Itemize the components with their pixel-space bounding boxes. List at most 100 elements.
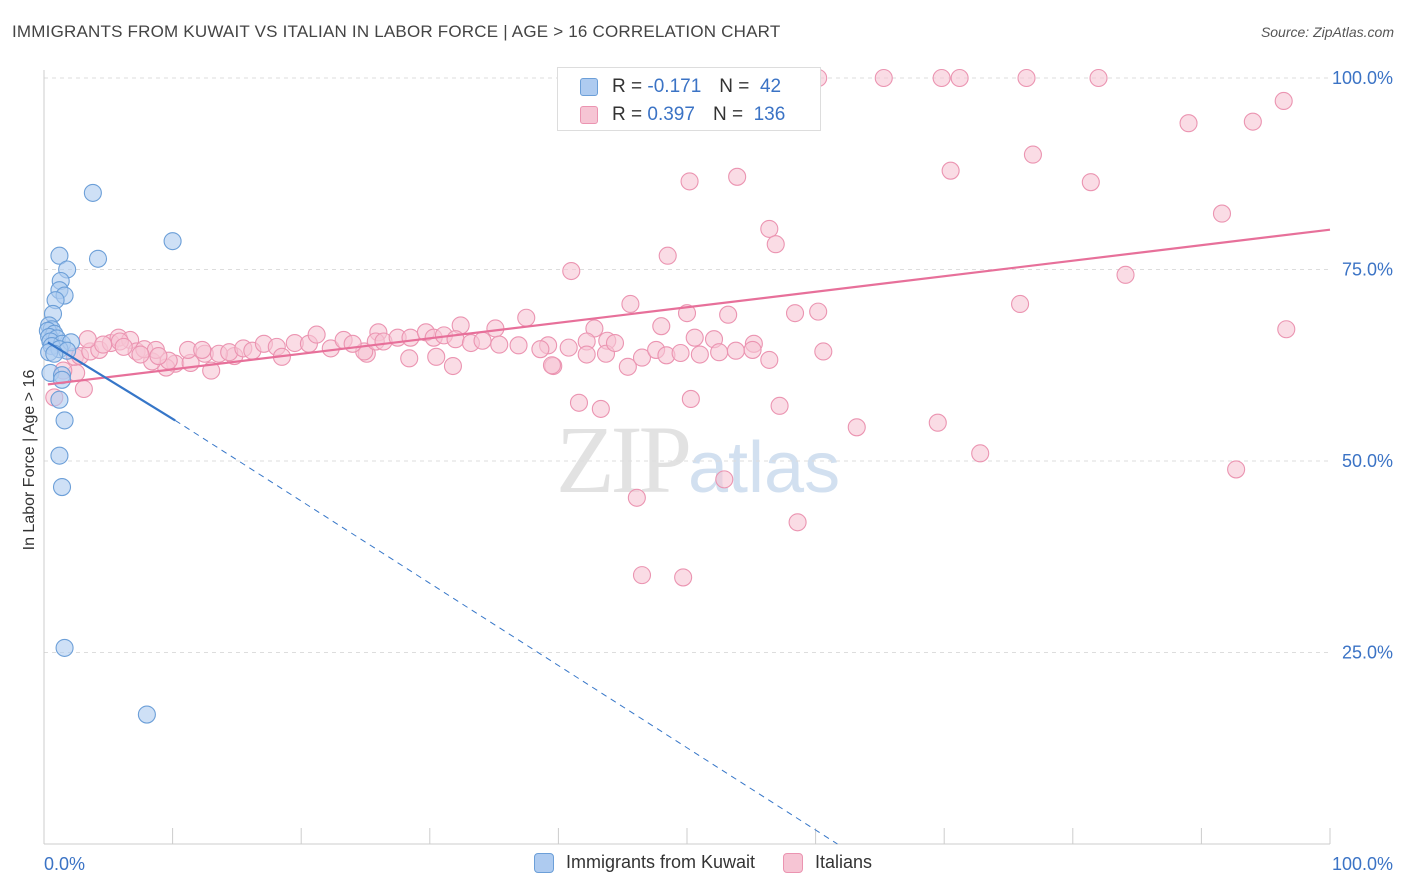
trend-line-kuwait	[47, 341, 176, 422]
watermark-atlas: atlas	[688, 428, 841, 508]
legend-row-kuwait: R = -0.171 N = 42	[580, 76, 781, 98]
point-italians	[490, 335, 509, 354]
point-kuwait	[55, 411, 74, 430]
point-italians	[788, 513, 807, 532]
y-axis-label: In Labor Force | Age > 16	[21, 369, 38, 551]
point-italians	[674, 568, 693, 587]
x-tick-label: 100.0%	[1332, 854, 1393, 874]
point-italians	[1212, 204, 1232, 223]
legend-n-label: N =	[712, 104, 744, 125]
point-italians	[94, 335, 113, 354]
point-kuwait	[163, 232, 182, 251]
point-italians	[677, 304, 697, 323]
y-tick-label: 25.0%	[1342, 643, 1393, 663]
point-kuwait	[50, 390, 69, 409]
source-label: Source: ZipAtlas.com	[1260, 24, 1394, 40]
point-italians	[652, 317, 671, 336]
point-italians	[728, 167, 747, 186]
point-italians	[591, 399, 610, 418]
point-kuwait	[50, 446, 69, 465]
point-italians	[658, 246, 677, 265]
point-italians	[814, 342, 833, 361]
point-italians	[719, 305, 738, 324]
point-italians	[671, 343, 690, 363]
watermark: ZIPatlas	[556, 404, 840, 515]
point-italians	[1243, 112, 1262, 131]
point-italians	[517, 308, 536, 327]
point-italians	[685, 328, 704, 347]
point-italians	[760, 350, 779, 369]
point-italians	[618, 357, 637, 376]
legend-n-label: N =	[719, 76, 750, 97]
point-italians	[1179, 114, 1198, 133]
point-italians	[710, 343, 729, 362]
legend-item-kuwait[interactable]: Immigrants from Kuwait	[533, 852, 755, 873]
point-italians	[1011, 294, 1030, 314]
point-italians	[1089, 68, 1108, 88]
point-kuwait	[88, 249, 108, 268]
point-italians	[531, 340, 550, 359]
chart-title: IMMIGRANTS FROM KUWAIT VS ITALIAN IN LAB…	[12, 22, 781, 41]
legend-label-italians: Italians	[815, 852, 873, 872]
point-italians	[509, 336, 528, 355]
legend-n-value: 42	[759, 76, 782, 97]
stats-legend: R = -0.171 N = 42 R = 0.397 N = 136	[557, 67, 821, 131]
point-kuwait	[52, 370, 72, 389]
point-italians	[632, 566, 652, 585]
point-italians	[715, 470, 734, 489]
series-legend: Immigrants from Kuwait Italians	[0, 852, 1406, 873]
trend-line-italians	[47, 228, 1331, 386]
point-italians	[847, 418, 866, 437]
point-italians	[680, 172, 699, 191]
legend-row-italians: R = 0.397 N = 136	[580, 104, 785, 126]
point-italians	[760, 219, 779, 238]
point-kuwait	[50, 246, 69, 265]
point-italians	[400, 349, 419, 368]
legend-r-value: -0.171	[647, 76, 702, 97]
watermark-zip: ZIP	[556, 406, 692, 513]
point-italians	[78, 330, 97, 349]
point-italians	[307, 325, 326, 344]
point-italians	[559, 338, 578, 357]
point-italians	[542, 356, 562, 375]
point-italians	[1277, 320, 1296, 339]
point-italians	[202, 361, 221, 380]
legend-swatch-kuwait	[580, 78, 598, 96]
point-italians	[726, 341, 745, 360]
point-italians	[193, 340, 212, 359]
point-italians	[874, 68, 893, 88]
legend-r-label: R =	[612, 104, 643, 125]
point-italians	[785, 304, 805, 323]
point-italians	[809, 302, 828, 321]
legend-r-value: 0.397	[647, 104, 695, 125]
point-italians	[473, 331, 492, 350]
point-italians	[627, 488, 646, 507]
point-italians	[770, 396, 789, 415]
point-italians	[446, 330, 465, 349]
point-italians	[632, 348, 652, 367]
point-italians	[1274, 91, 1293, 111]
legend-item-italians[interactable]: Italians	[783, 852, 872, 873]
point-kuwait	[55, 638, 74, 657]
point-italians	[605, 333, 625, 353]
point-italians	[690, 345, 709, 364]
legend-swatch-kuwait	[533, 852, 554, 873]
point-italians	[743, 340, 762, 359]
point-kuwait	[83, 183, 102, 202]
point-italians	[971, 444, 990, 463]
y-tick-label: 50.0%	[1342, 451, 1393, 471]
point-italians	[569, 393, 589, 412]
legend-r-label: R =	[612, 76, 643, 97]
y-tick-label: 75.0%	[1342, 260, 1393, 280]
point-italians	[131, 345, 150, 364]
y-tick-label: 100.0%	[1332, 68, 1393, 88]
point-italians	[577, 345, 596, 364]
point-italians	[1017, 68, 1036, 88]
point-italians	[149, 347, 168, 366]
point-italians	[1023, 145, 1042, 164]
point-italians	[928, 413, 947, 432]
point-kuwait	[45, 344, 64, 363]
point-italians	[443, 356, 462, 376]
point-italians	[562, 261, 581, 281]
